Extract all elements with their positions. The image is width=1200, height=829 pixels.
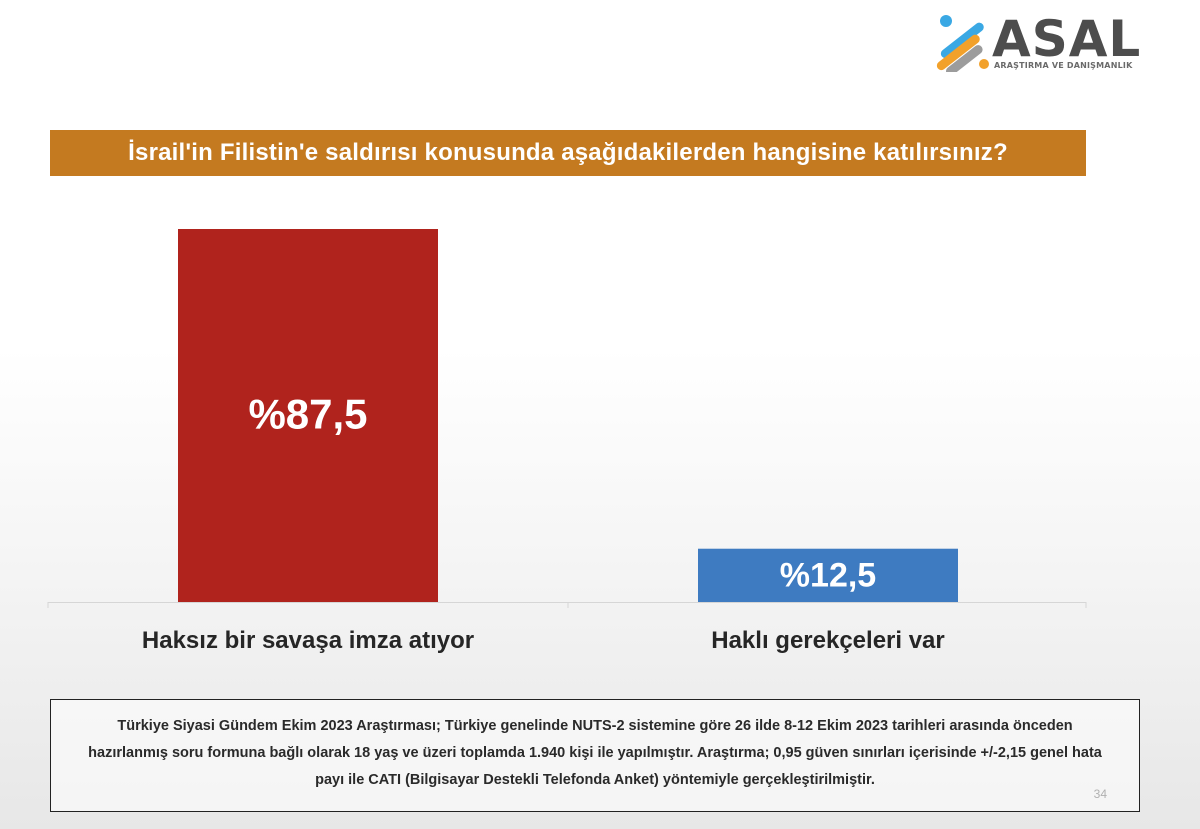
chart-title: İsrail'in Filistin'e saldırısı konusunda… <box>50 130 1086 176</box>
logo-subtitle-text: ARAŞTIRMA VE DANIŞMANLIK <box>994 61 1133 70</box>
bar-2 <box>698 548 958 602</box>
bar-1 <box>178 229 438 602</box>
category-label-2: Haklı gerekçeleri var <box>711 627 945 654</box>
asal-logo: ASAL ARAŞTIRMA VE DANIŞMANLIK <box>930 12 1150 74</box>
bar-1-value-label: %87,5 <box>248 391 367 438</box>
footnote-text: Türkiye Siyasi Gündem Ekim 2023 Araştırm… <box>88 718 1102 788</box>
logo-brand-text: ASAL <box>992 10 1142 68</box>
bar-2-value-label: %12,5 <box>780 556 876 594</box>
methodology-footnote: Türkiye Siyasi Gündem Ekim 2023 Araştırm… <box>50 699 1140 812</box>
asal-logo-icon <box>936 15 989 72</box>
page-number: 34 <box>1093 787 1107 801</box>
category-label-1: Haksız bir savaşa imza atıyor <box>142 627 474 654</box>
